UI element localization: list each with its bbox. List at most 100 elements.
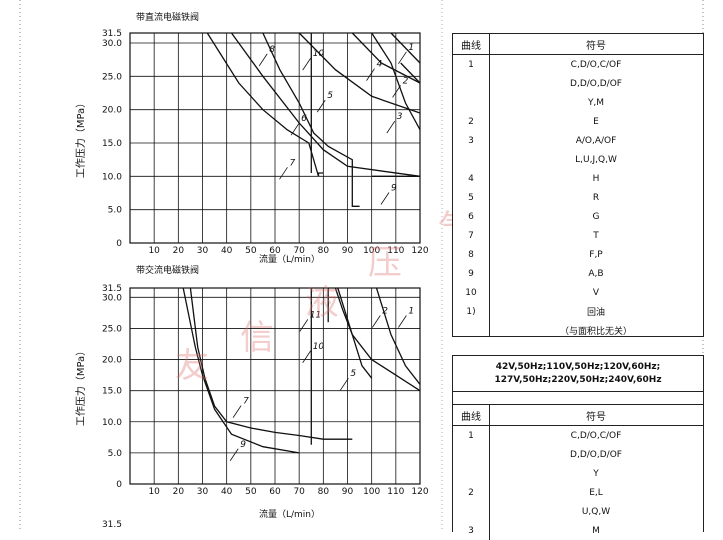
y-tick-label: 15.0 xyxy=(102,139,122,149)
series-label: 7 xyxy=(290,158,296,168)
curve-symbol: E xyxy=(593,116,599,127)
x-tick-label: 40 xyxy=(221,246,233,256)
curve-symbol: R xyxy=(592,192,600,203)
series-label: 1 xyxy=(408,43,414,53)
table-body: 1 C,D/O,C/OF D,D/O,D/OF Y 2 E,L U,Q,W 3 M xyxy=(453,426,703,540)
series-label: 1 xyxy=(408,306,414,316)
table-divider xyxy=(489,34,490,336)
series-label: 8 xyxy=(269,45,275,55)
curve-symbol: G xyxy=(592,211,600,222)
series-leader xyxy=(386,120,396,134)
voltage-note-line2: 127V,50Hz;220V,50Hz;240V,60Hz xyxy=(494,375,662,385)
y-tick-label: 5.0 xyxy=(108,206,123,216)
curve-symbol: V xyxy=(592,287,600,298)
curve-number: 8 xyxy=(468,249,474,260)
series-line-9 xyxy=(182,287,300,454)
x-tick-label: 20 xyxy=(173,487,185,497)
header-curve: 曲线 xyxy=(461,411,481,423)
series-label: 9 xyxy=(391,184,397,194)
series-label: 10 xyxy=(313,49,325,59)
table-row: 1) 回油 xyxy=(453,302,703,321)
y-tick-label: 10.0 xyxy=(102,418,122,428)
y-tick-label: 10.0 xyxy=(102,172,122,182)
y-tick-label: 20.0 xyxy=(102,106,122,116)
legend-table-dc: 曲线 符号 1 C,D/O,C/OF D,D/O,D/OF Y,M 2 E 3 A/O,A/O… xyxy=(452,33,704,337)
x-tick-label: 60 xyxy=(269,487,281,497)
curve-number: 2 xyxy=(468,116,474,127)
voltage-note: 42V,50Hz;110V,50Hz;120V,60Hz; 127V,50Hz;… xyxy=(453,356,703,392)
y-tick-label: 31.5 xyxy=(102,29,122,39)
curve-symbol: （与面积比无关） xyxy=(559,327,632,337)
series-label: 11 xyxy=(310,310,321,320)
x-tick-label: 80 xyxy=(318,487,330,497)
curve-number: 2 xyxy=(468,487,474,498)
curve-number: 6 xyxy=(468,211,474,222)
y-tick-label: 20.0 xyxy=(102,356,122,366)
table-row: 1 C,D/O,C/OF xyxy=(453,426,703,445)
x-tick-label: 70 xyxy=(293,487,305,497)
x-tick-label: 110 xyxy=(387,487,404,497)
x-tick-label: 10 xyxy=(148,246,160,256)
y-tick-label: 25.0 xyxy=(102,324,122,334)
y-tick-label: 25.0 xyxy=(102,72,122,82)
curve-symbol: A/O,A/OF xyxy=(575,135,617,146)
y-tick-label: 0 xyxy=(116,480,122,490)
series-label: 3 xyxy=(397,112,403,122)
series-label: 9 xyxy=(240,440,246,450)
curve-number: 5 xyxy=(468,192,474,203)
table-row: 1 C,D/O,C/OF xyxy=(453,55,703,74)
bottom-stray-tick: 31.5 xyxy=(102,520,122,530)
y-tick-label: 0 xyxy=(116,239,122,249)
table-body: 1 C,D/O,C/OF D,D/O,D/OF Y,M 2 E 3 A/O,A/OF L,U,J… xyxy=(453,55,703,340)
watermark-char: 压 xyxy=(368,243,402,283)
series-label: 2 xyxy=(382,306,388,316)
x-tick-label: 100 xyxy=(363,487,380,497)
series-leader xyxy=(279,167,288,180)
x-tick-label: 30 xyxy=(197,246,209,256)
legend-table-ac: 42V,50Hz;110V,50Hz;120V,60Hz; 127V,50Hz;… xyxy=(452,355,704,540)
series-label: 10 xyxy=(313,342,325,352)
series-label: 4 xyxy=(377,60,383,70)
header-symbol: 符号 xyxy=(586,411,606,423)
voltage-note-line1: 42V,50Hz;110V,50Hz;120V,60Hz; xyxy=(495,362,661,372)
x-tick-label: 80 xyxy=(318,246,330,256)
curve-number: 9 xyxy=(468,268,474,279)
x-tick-label: 90 xyxy=(342,487,354,497)
series-line-1 xyxy=(375,287,421,385)
series-line-2 xyxy=(337,287,421,392)
table-row: L,U,J,Q,W xyxy=(453,150,703,169)
curve-symbol: C,D/O,C/OF xyxy=(570,59,622,70)
x-tick-label: 10 xyxy=(148,487,160,497)
series-line-1 xyxy=(390,32,421,64)
curve-number: 1) xyxy=(466,306,476,317)
y-tick-label: 5.0 xyxy=(108,449,123,459)
x-tick-label: 110 xyxy=(387,246,404,256)
series-leader xyxy=(371,315,381,328)
curve-symbol: Y,M xyxy=(587,97,605,108)
curve-symbol: L,U,J,Q,W xyxy=(575,154,617,165)
curve-symbol: U,Q,W xyxy=(581,506,611,517)
curve-number: 7 xyxy=(468,230,474,241)
y-tick-label: 31.5 xyxy=(102,284,122,294)
series-leader xyxy=(302,350,312,363)
x-tick-label: 50 xyxy=(245,487,257,497)
table-row: U,Q,W xyxy=(453,502,703,521)
table-row: 3 A/O,A/OF xyxy=(453,131,703,150)
x-tick-label: 20 xyxy=(173,246,185,256)
curve-symbol: F,P xyxy=(589,249,603,260)
series-line-6 xyxy=(230,32,421,177)
series-label: 7 xyxy=(243,397,249,407)
curve-symbol: C,D/O,C/OF xyxy=(570,430,622,441)
series-line-5 xyxy=(298,32,421,114)
curve-symbol: T xyxy=(593,230,599,241)
x-tick-label: 40 xyxy=(221,487,233,497)
chart-title: 带直流电磁铁阀 xyxy=(136,11,199,23)
table-row: Y,M xyxy=(453,93,703,112)
series-line-2 xyxy=(400,62,421,84)
